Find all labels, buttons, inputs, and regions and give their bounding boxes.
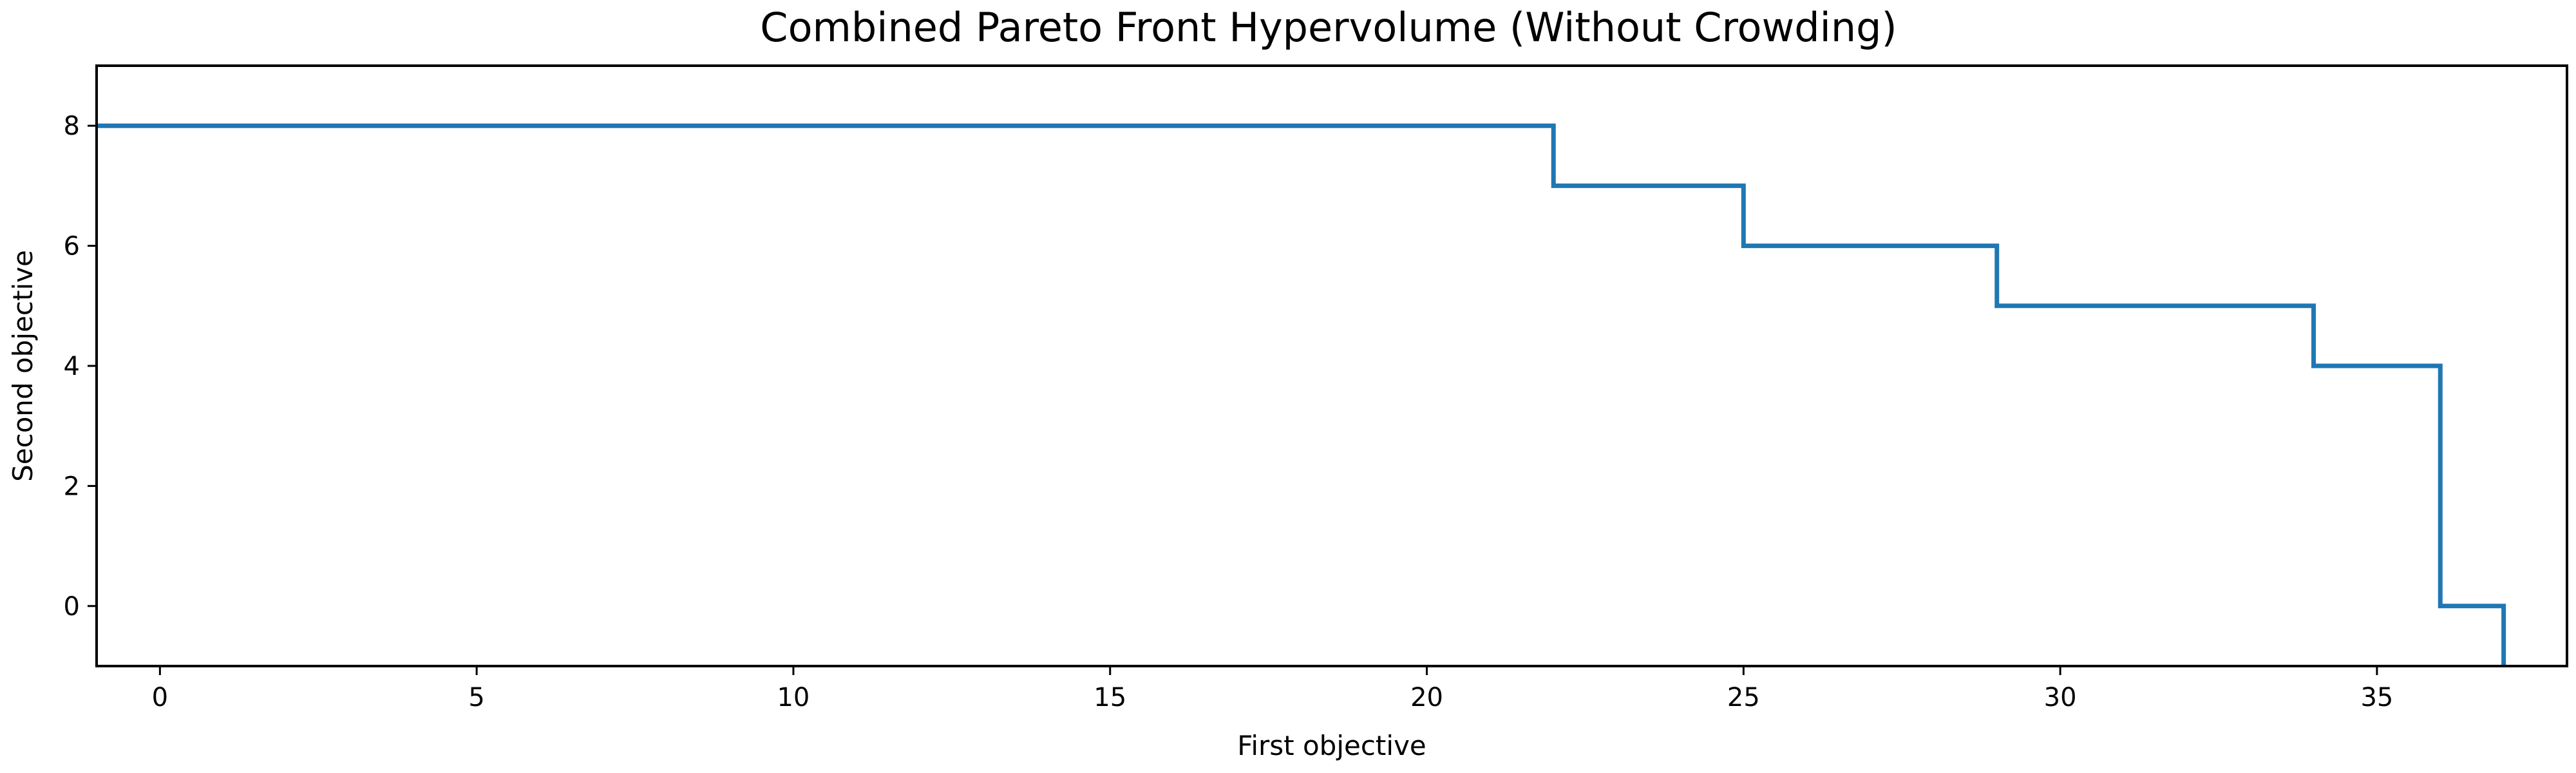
x-tick-label: 20 [1410,683,1443,712]
y-tick-label: 6 [64,232,80,262]
y-tick-label: 0 [64,592,80,622]
y-axis-label: Second objective [7,250,39,482]
plot-area [97,123,2506,666]
x-axis: 0 5 10 15 20 25 30 35 [152,666,2393,712]
y-tick-label: 4 [64,352,80,381]
x-tick-label: 35 [2360,683,2393,712]
x-tick-label: 5 [468,683,484,712]
chart-title: Combined Pareto Front Hypervolume (Witho… [760,4,1897,51]
x-tick-label: 10 [777,683,810,712]
x-tick-label: 30 [2044,683,2077,712]
x-tick-label: 15 [1094,683,1126,712]
y-tick-label: 8 [64,111,80,141]
y-axis: 0 2 4 6 8 [64,111,97,622]
x-tick-label: 25 [1727,683,1760,712]
series-line-1 [97,123,2506,666]
y-tick-label: 2 [64,472,80,501]
x-axis-label: First objective [1237,730,1426,761]
x-tick-label: 0 [152,683,168,712]
